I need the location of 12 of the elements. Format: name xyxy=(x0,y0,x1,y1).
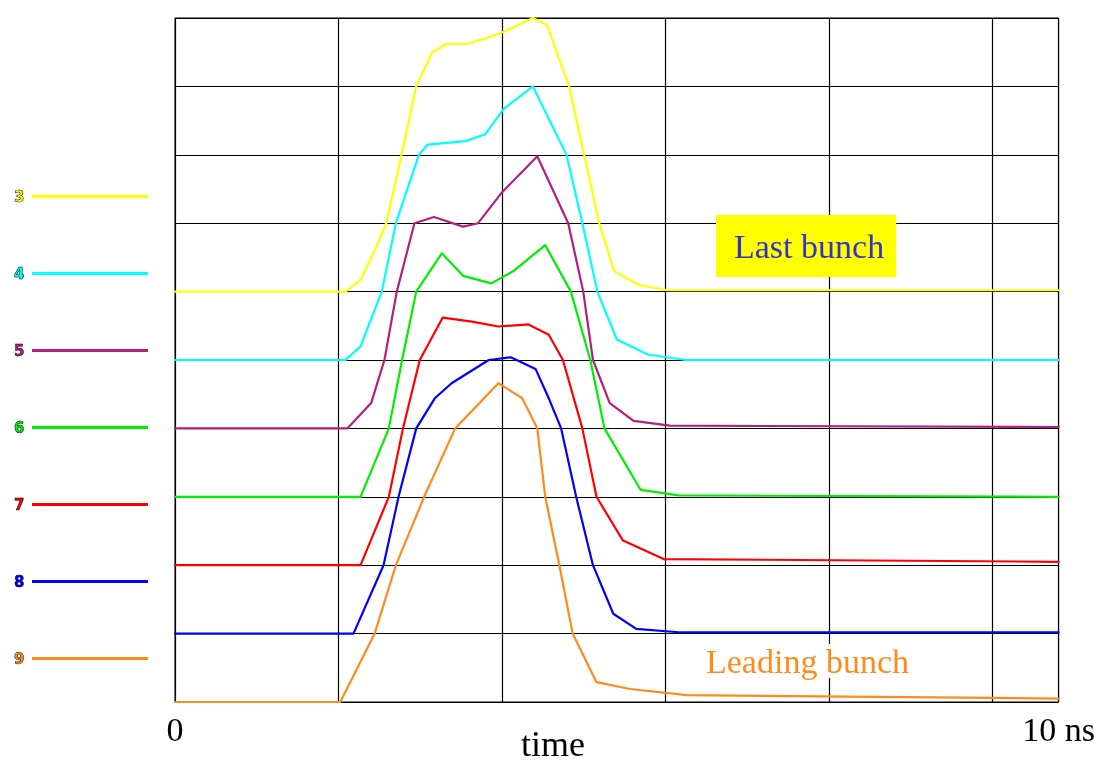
x-tick-label: 10 ns xyxy=(1022,710,1095,748)
annotation: Leading bunch xyxy=(706,642,909,680)
text: 8 xyxy=(14,572,26,591)
text: 5 xyxy=(14,341,26,360)
text: 9 xyxy=(14,649,26,668)
text: 7 xyxy=(14,495,26,514)
text: 4 xyxy=(14,264,26,283)
text: 3 xyxy=(14,187,26,206)
annotation: Last bunch xyxy=(734,227,885,265)
text: 6 xyxy=(14,418,26,437)
x-tick-label: 0 xyxy=(166,710,184,748)
x-axis-title: time xyxy=(521,724,585,764)
